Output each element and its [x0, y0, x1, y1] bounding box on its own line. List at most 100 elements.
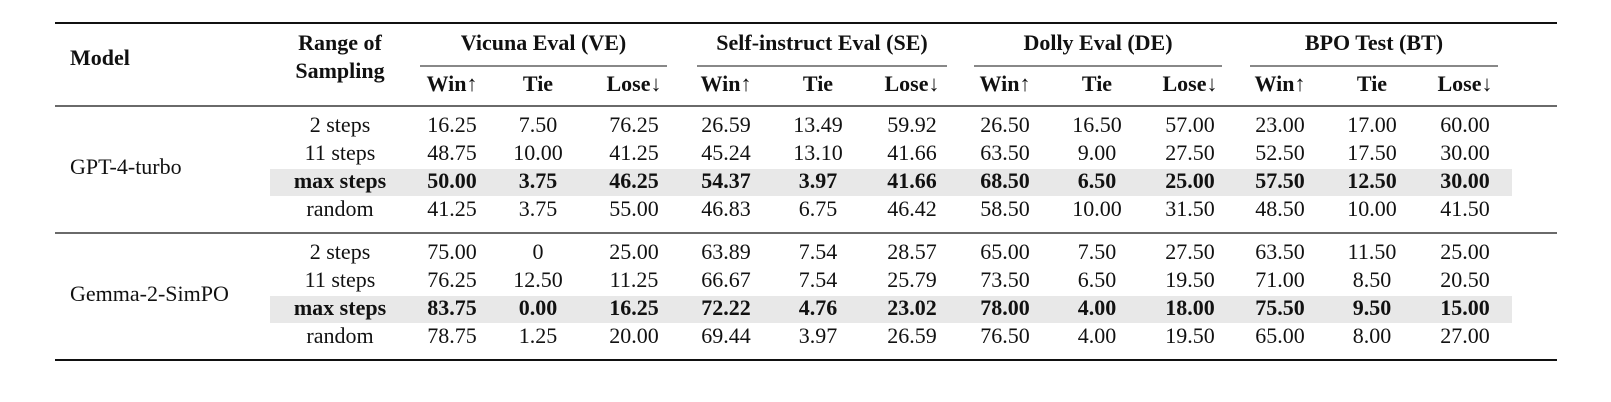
- value-cell: 83.75: [427, 295, 477, 320]
- value-cell: 4.00: [1078, 295, 1117, 320]
- value-cell: 76.25: [427, 267, 477, 292]
- range-cell: max steps: [294, 168, 387, 193]
- value-cell: 45.24: [701, 140, 751, 165]
- value-cell: 27.50: [1165, 239, 1215, 264]
- value-cell: 57.00: [1165, 112, 1215, 137]
- value-cell: 3.97: [799, 323, 838, 348]
- model-name: Gemma-2-SimPO: [70, 281, 229, 306]
- value-cell: 30.00: [1440, 140, 1490, 165]
- range-cell: random: [306, 196, 373, 221]
- value-cell: 15.00: [1440, 295, 1490, 320]
- value-cell: 41.66: [887, 140, 937, 165]
- value-cell: 0: [533, 239, 544, 264]
- range-cell: max steps: [294, 295, 387, 320]
- range-header: Range of: [298, 30, 382, 55]
- value-cell: 16.50: [1072, 112, 1122, 137]
- highlight-row: [270, 169, 1512, 196]
- value-cell: 71.00: [1255, 267, 1305, 292]
- value-cell: 4.00: [1078, 323, 1117, 348]
- value-cell: 26.50: [980, 112, 1030, 137]
- range-cell: 2 steps: [310, 112, 371, 137]
- value-cell: 6.75: [799, 196, 838, 221]
- value-cell: 46.83: [701, 196, 751, 221]
- value-cell: 4.76: [799, 295, 838, 320]
- sub-header: Lose↓: [1163, 71, 1218, 96]
- value-cell: 57.50: [1255, 168, 1305, 193]
- value-cell: 63.89: [701, 239, 751, 264]
- sub-header: Win↑: [427, 71, 478, 96]
- sub-header: Lose↓: [607, 71, 662, 96]
- value-cell: 10.00: [513, 140, 563, 165]
- value-cell: 12.50: [1347, 168, 1397, 193]
- value-cell: 59.92: [887, 112, 937, 137]
- value-cell: 76.25: [609, 112, 659, 137]
- value-cell: 7.54: [799, 239, 838, 264]
- sub-header: Lose↓: [1438, 71, 1493, 96]
- sub-header: Win↑: [1255, 71, 1306, 96]
- value-cell: 13.49: [793, 112, 843, 137]
- value-cell: 8.50: [1353, 267, 1392, 292]
- value-cell: 25.79: [887, 267, 937, 292]
- value-cell: 41.25: [427, 196, 477, 221]
- value-cell: 66.67: [701, 267, 751, 292]
- range-cell: 11 steps: [305, 140, 376, 165]
- value-cell: 78.75: [427, 323, 477, 348]
- value-cell: 75.00: [427, 239, 477, 264]
- group-header: BPO Test (BT): [1305, 30, 1443, 55]
- range-header: Sampling: [295, 58, 384, 83]
- value-cell: 23.02: [887, 295, 937, 320]
- value-cell: 7.50: [1078, 239, 1117, 264]
- value-cell: 54.37: [701, 168, 751, 193]
- value-cell: 30.00: [1440, 168, 1490, 193]
- value-cell: 28.57: [887, 239, 937, 264]
- value-cell: 10.00: [1347, 196, 1397, 221]
- value-cell: 16.25: [427, 112, 477, 137]
- value-cell: 25.00: [1440, 239, 1490, 264]
- value-cell: 75.50: [1255, 295, 1305, 320]
- value-cell: 41.66: [887, 168, 937, 193]
- value-cell: 16.25: [609, 295, 659, 320]
- sub-header: Tie: [1082, 71, 1112, 96]
- value-cell: 23.00: [1255, 112, 1305, 137]
- value-cell: 52.50: [1255, 140, 1305, 165]
- value-cell: 7.50: [519, 112, 558, 137]
- value-cell: 46.42: [887, 196, 937, 221]
- highlight-row: [270, 296, 1512, 323]
- value-cell: 11.25: [610, 267, 659, 292]
- value-cell: 48.75: [427, 140, 477, 165]
- value-cell: 9.50: [1353, 295, 1392, 320]
- value-cell: 72.22: [701, 295, 751, 320]
- value-cell: 68.50: [980, 168, 1030, 193]
- value-cell: 60.00: [1440, 112, 1490, 137]
- value-cell: 69.44: [701, 323, 751, 348]
- value-cell: 50.00: [427, 168, 477, 193]
- range-cell: 11 steps: [305, 267, 376, 292]
- value-cell: 65.00: [1255, 323, 1305, 348]
- value-cell: 0.00: [519, 295, 558, 320]
- value-cell: 41.25: [609, 140, 659, 165]
- value-cell: 73.50: [980, 267, 1030, 292]
- value-cell: 3.75: [519, 168, 558, 193]
- value-cell: 6.50: [1078, 267, 1117, 292]
- value-cell: 12.50: [513, 267, 563, 292]
- value-cell: 11.50: [1348, 239, 1397, 264]
- value-cell: 3.75: [519, 196, 558, 221]
- value-cell: 19.50: [1165, 267, 1215, 292]
- value-cell: 55.00: [609, 196, 659, 221]
- value-cell: 9.00: [1078, 140, 1117, 165]
- value-cell: 17.00: [1347, 112, 1397, 137]
- value-cell: 17.50: [1347, 140, 1397, 165]
- value-cell: 41.50: [1440, 196, 1490, 221]
- value-cell: 6.50: [1078, 168, 1117, 193]
- value-cell: 26.59: [887, 323, 937, 348]
- value-cell: 10.00: [1072, 196, 1122, 221]
- sub-header: Lose↓: [885, 71, 940, 96]
- value-cell: 76.50: [980, 323, 1030, 348]
- sub-header: Win↑: [980, 71, 1031, 96]
- value-cell: 13.10: [793, 140, 843, 165]
- value-cell: 8.00: [1353, 323, 1392, 348]
- value-cell: 19.50: [1165, 323, 1215, 348]
- value-cell: 63.50: [1255, 239, 1305, 264]
- value-cell: 20.50: [1440, 267, 1490, 292]
